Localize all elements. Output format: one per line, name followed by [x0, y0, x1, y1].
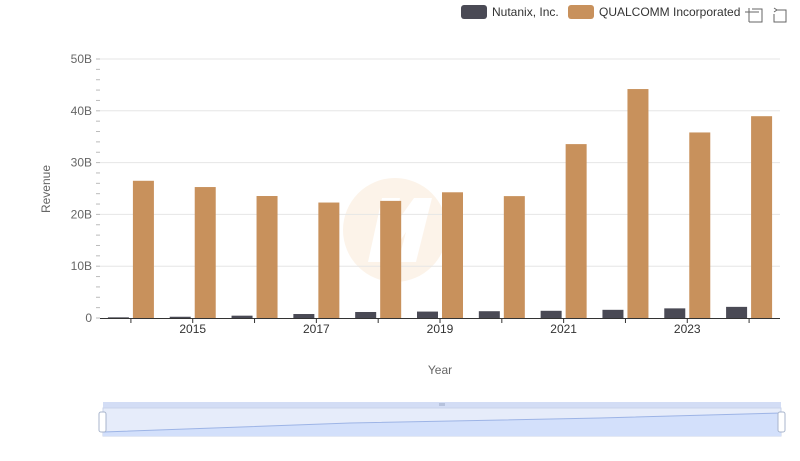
- legend[interactable]: Nutanix, Inc. QUALCOMM Incorporated: [461, 5, 740, 19]
- y-axis: 0 10B 20B 30B 40B 50B: [71, 52, 100, 325]
- bar-nutanix-2020[interactable]: [478, 311, 500, 318]
- y-tick-label: 50B: [71, 52, 92, 66]
- zoom-icon[interactable]: [745, 8, 763, 23]
- slider-preview-line: [102, 412, 782, 433]
- bar-qualcomm-2022[interactable]: [627, 89, 649, 318]
- x-tick-label: 2023: [674, 322, 701, 336]
- x-tick-label: 2021: [550, 322, 577, 336]
- bar-nutanix-2015[interactable]: [169, 316, 191, 318]
- bar-nutanix-2017[interactable]: [293, 314, 315, 318]
- slider-preview-area: [103, 413, 781, 436]
- y-tick-label: 40B: [71, 104, 92, 118]
- x-axis: 2015 2017 2019 2021 2023: [130, 318, 750, 336]
- bar-qualcomm-2019[interactable]: [442, 192, 463, 318]
- bar-nutanix-2014[interactable]: [107, 317, 129, 318]
- y-tick-label: 30B: [71, 156, 92, 170]
- bar-nutanix-2018[interactable]: [355, 311, 377, 318]
- slider-right-handle[interactable]: [777, 411, 786, 433]
- legend-item-nutanix[interactable]: Nutanix, Inc.: [461, 5, 559, 19]
- bar-qualcomm-2020[interactable]: [503, 196, 525, 318]
- bars: [107, 89, 773, 319]
- bar-nutanix-2019[interactable]: [417, 311, 438, 318]
- legend-swatch: [568, 5, 594, 19]
- bar-qualcomm-2018[interactable]: [380, 200, 402, 318]
- y-tick-label: 10B: [71, 259, 92, 273]
- x-axis-title: Year: [428, 363, 452, 377]
- y-tick-label: 20B: [71, 207, 92, 221]
- bar-qualcomm-2017[interactable]: [318, 202, 340, 318]
- x-tick-label: 2017: [303, 322, 330, 336]
- slider-left-handle[interactable]: [98, 411, 107, 433]
- y-axis-title: Revenue: [39, 165, 53, 213]
- bar-qualcomm-2015[interactable]: [194, 187, 216, 318]
- bar-nutanix-2024[interactable]: [726, 306, 748, 318]
- bar-qualcomm-2014[interactable]: [132, 180, 154, 318]
- y-tick-label: 0: [85, 311, 92, 325]
- bar-qualcomm-2016[interactable]: [256, 196, 278, 318]
- slider-grip-icon[interactable]: [439, 403, 445, 406]
- bar-nutanix-2022[interactable]: [602, 309, 624, 318]
- bar-nutanix-2021[interactable]: [540, 310, 562, 318]
- bar-nutanix-2016[interactable]: [231, 315, 253, 318]
- bar-qualcomm-2021[interactable]: [565, 144, 587, 318]
- bar-qualcomm-2023[interactable]: [689, 132, 711, 318]
- legend-label: Nutanix, Inc.: [492, 5, 559, 19]
- x-tick-label: 2015: [179, 322, 206, 336]
- x-tick-label: 2019: [427, 322, 454, 336]
- restore-icon[interactable]: [773, 7, 787, 23]
- legend-label: QUALCOMM Incorporated: [599, 5, 740, 19]
- bar-nutanix-2023[interactable]: [664, 308, 686, 318]
- data-zoom-slider[interactable]: [98, 402, 786, 437]
- bar-qualcomm-2024[interactable]: [751, 116, 773, 319]
- legend-swatch: [461, 5, 487, 19]
- legend-item-qualcomm[interactable]: QUALCOMM Incorporated: [568, 5, 740, 19]
